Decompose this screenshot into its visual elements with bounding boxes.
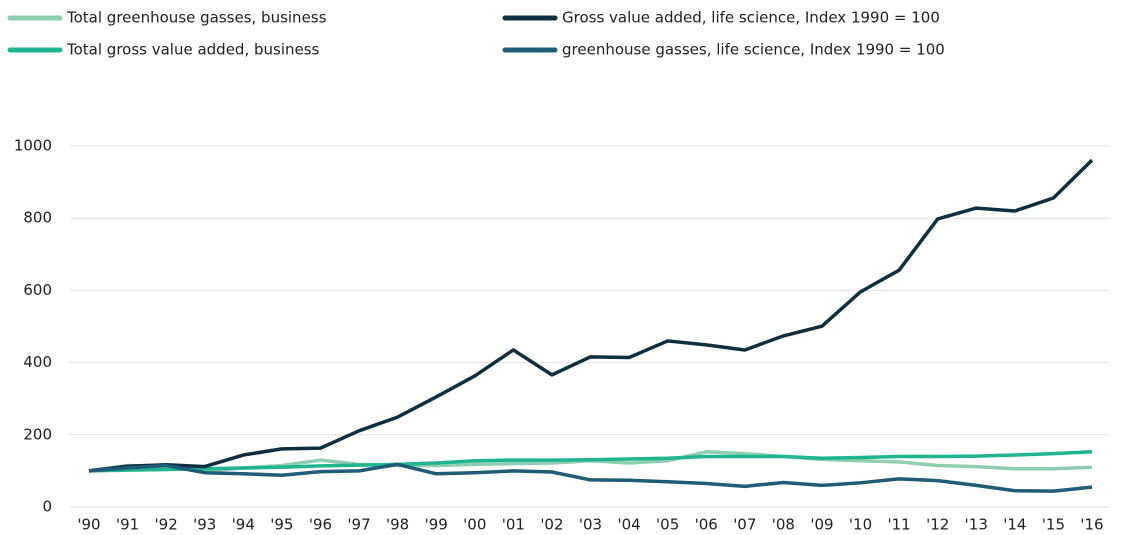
x-tick-label: '11 [888,516,911,534]
x-tick-label: '10 [849,516,872,534]
x-tick-label: '03 [579,516,602,534]
x-tick-label: '91 [116,516,139,534]
x-tick-label: '93 [193,516,216,534]
y-tick-label: 0 [42,498,52,516]
y-tick-label: 800 [23,209,52,227]
x-tick-label: '08 [772,516,795,534]
x-tick-label: '97 [347,516,370,534]
y-tick-label: 400 [23,353,52,371]
x-tick-label: '90 [77,516,100,534]
x-tick-label: '06 [695,516,718,534]
y-tick-label: 600 [23,281,52,299]
legend-label: greenhouse gasses, life science, Index 1… [562,41,945,59]
legend-label: Total greenhouse gasses, business [66,9,327,27]
legend-label: Total gross value added, business [66,41,320,59]
y-tick-label: 1000 [14,137,52,155]
x-tick-label: '05 [656,516,679,534]
x-tick-label: '02 [540,516,563,534]
x-tick-label: '98 [386,516,409,534]
x-tick-label: '99 [425,516,448,534]
x-tick-label: '15 [1042,516,1065,534]
x-tick-label: '07 [733,516,756,534]
x-tick-label: '01 [502,516,525,534]
x-tick-label: '00 [463,516,486,534]
x-tick-label: '95 [270,516,293,534]
x-tick-label: '92 [155,516,178,534]
x-tick-label: '13 [965,516,988,534]
x-tick-label: '04 [617,516,640,534]
series-line [88,462,1093,493]
x-tick-label: '94 [232,516,255,534]
x-tick-label: '16 [1080,516,1103,534]
series-line [88,450,1093,473]
x-tick-label: '09 [810,516,833,534]
x-tick-label: '14 [1003,516,1026,534]
x-tick-label: '12 [926,516,949,534]
legend-label: Gross value added, life science, Index 1… [562,9,940,27]
y-tick-label: 200 [23,425,52,443]
x-tick-label: '96 [309,516,332,534]
series-line [88,158,1094,473]
